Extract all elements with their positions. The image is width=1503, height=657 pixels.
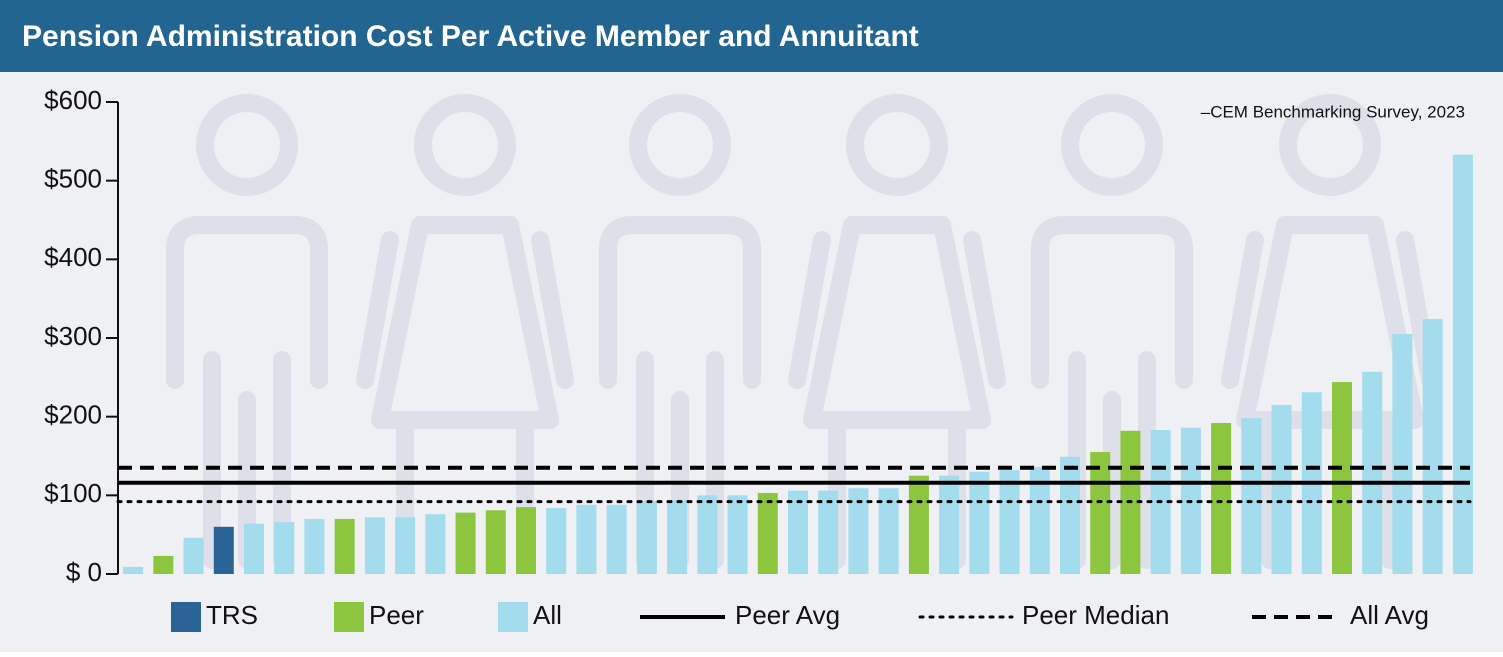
bar <box>1332 382 1352 574</box>
y-tick-label: $ 0 <box>66 557 102 587</box>
bar <box>1000 470 1020 574</box>
bar <box>1453 155 1473 574</box>
bar <box>637 501 657 574</box>
bar <box>969 472 989 574</box>
chart-title: Pension Administration Cost Per Active M… <box>22 20 919 53</box>
y-tick-label: $600 <box>44 85 102 115</box>
legend-label: Peer Avg <box>735 600 840 630</box>
bar <box>1362 372 1382 574</box>
bar <box>1241 418 1261 574</box>
legend-swatch <box>171 602 201 632</box>
y-tick-label: $500 <box>44 164 102 194</box>
bar <box>697 495 717 574</box>
legend-label: TRS <box>206 600 258 630</box>
bar <box>758 493 778 574</box>
bar <box>486 510 506 574</box>
bar <box>667 500 687 574</box>
bar <box>1211 423 1231 574</box>
bar <box>939 476 959 574</box>
bar <box>546 508 566 574</box>
bar <box>1090 452 1110 574</box>
bar <box>365 517 385 574</box>
bar <box>184 538 204 574</box>
bar <box>456 513 476 574</box>
bar <box>123 567 143 574</box>
bar <box>304 519 324 574</box>
bar <box>1392 334 1412 574</box>
legend-label: All <box>533 600 562 630</box>
bar <box>274 522 294 574</box>
bar <box>425 514 445 574</box>
bar <box>728 495 748 574</box>
legend-label: Peer Median <box>1022 600 1169 630</box>
bar <box>1060 457 1080 574</box>
bar <box>153 556 173 574</box>
legend-label: Peer <box>369 600 424 630</box>
bar <box>607 505 627 574</box>
y-tick-label: $100 <box>44 478 102 508</box>
legend-label: All Avg <box>1350 600 1429 630</box>
y-tick-label: $400 <box>44 242 102 272</box>
source-note: –CEM Benchmarking Survey, 2023 <box>1201 102 1465 121</box>
bar <box>909 476 929 574</box>
bar <box>395 517 415 574</box>
y-tick-label: $200 <box>44 400 102 430</box>
bar <box>1272 405 1292 574</box>
chart: Pension Administration Cost Per Active M… <box>0 0 1503 652</box>
bar <box>244 524 264 574</box>
bar <box>335 519 355 574</box>
bar <box>1423 319 1443 574</box>
legend-swatch <box>334 602 364 632</box>
bar <box>576 505 596 574</box>
bar <box>516 507 536 574</box>
legend-swatch <box>498 602 528 632</box>
bar <box>214 527 234 574</box>
y-tick-label: $300 <box>44 321 102 351</box>
